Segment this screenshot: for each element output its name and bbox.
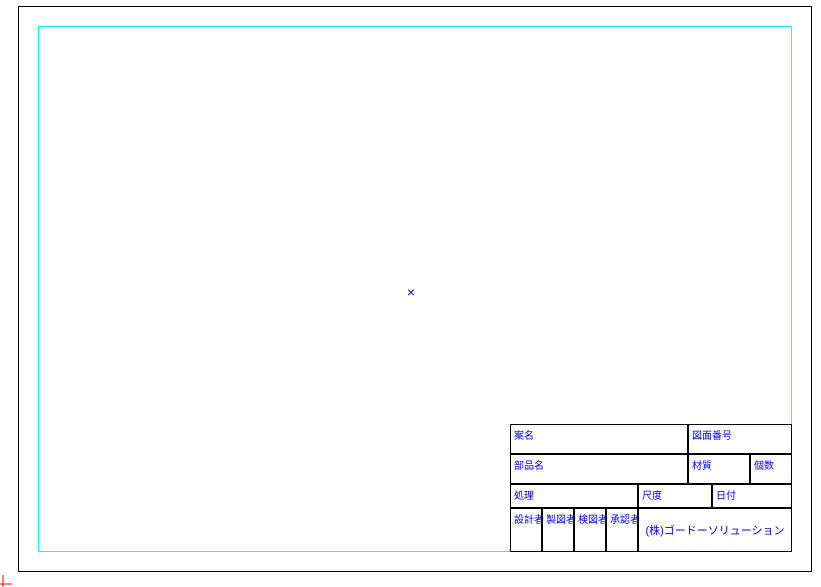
- tb-cell-approver: 承認者: [606, 508, 638, 552]
- tb-label-quantity: 個数: [754, 457, 774, 472]
- tb-cell-designer: 設計者: [510, 508, 542, 552]
- tb-label-checker: 検図者: [578, 511, 608, 526]
- tb-cell-company: (株)ゴードーソリューション: [638, 508, 792, 552]
- tb-label-company: (株)ゴードーソリューション: [645, 522, 784, 538]
- tb-cell-scale: 尺度: [638, 484, 712, 508]
- tb-cell-product_name: 案名: [510, 424, 688, 454]
- tb-cell-drawing_number: 図面番号: [688, 424, 792, 454]
- tb-cell-date: 日付: [712, 484, 792, 508]
- tb-label-approver: 承認者: [610, 511, 640, 526]
- tb-cell-treatment: 処理: [510, 484, 638, 508]
- tb-cell-material: 材質: [688, 454, 750, 484]
- title-block: 案名 図面番号部品名 材質 個数処理 尺度 日付設計者製図者検図者承認者 (株)ゴードーソリ…: [510, 424, 792, 552]
- tb-label-material: 材質: [692, 457, 712, 472]
- tb-cell-drafter: 製図者: [542, 508, 574, 552]
- tb-label-part_name: 部品名: [514, 457, 544, 472]
- tb-label-designer: 設計者: [514, 511, 544, 526]
- tb-label-treatment: 処理: [514, 487, 534, 502]
- drawing-canvas: × 案名 図面番号部品名 材質 個数処理 尺度 日付設計者製図者検図者承認者 (株)ゴードー…: [0, 0, 821, 587]
- tb-label-drawing_number: 図面番号: [692, 427, 732, 442]
- origin-cross-icon: [0, 573, 14, 587]
- tb-label-drafter: 製図者: [546, 511, 576, 526]
- tb-label-date: 日付: [716, 487, 736, 502]
- tb-cell-checker: 検図者: [574, 508, 606, 552]
- center-cross-icon: ×: [407, 284, 415, 300]
- tb-label-scale: 尺度: [642, 487, 662, 502]
- tb-cell-quantity: 個数: [750, 454, 792, 484]
- tb-cell-part_name: 部品名: [510, 454, 688, 484]
- tb-label-product_name: 案名: [514, 427, 534, 442]
